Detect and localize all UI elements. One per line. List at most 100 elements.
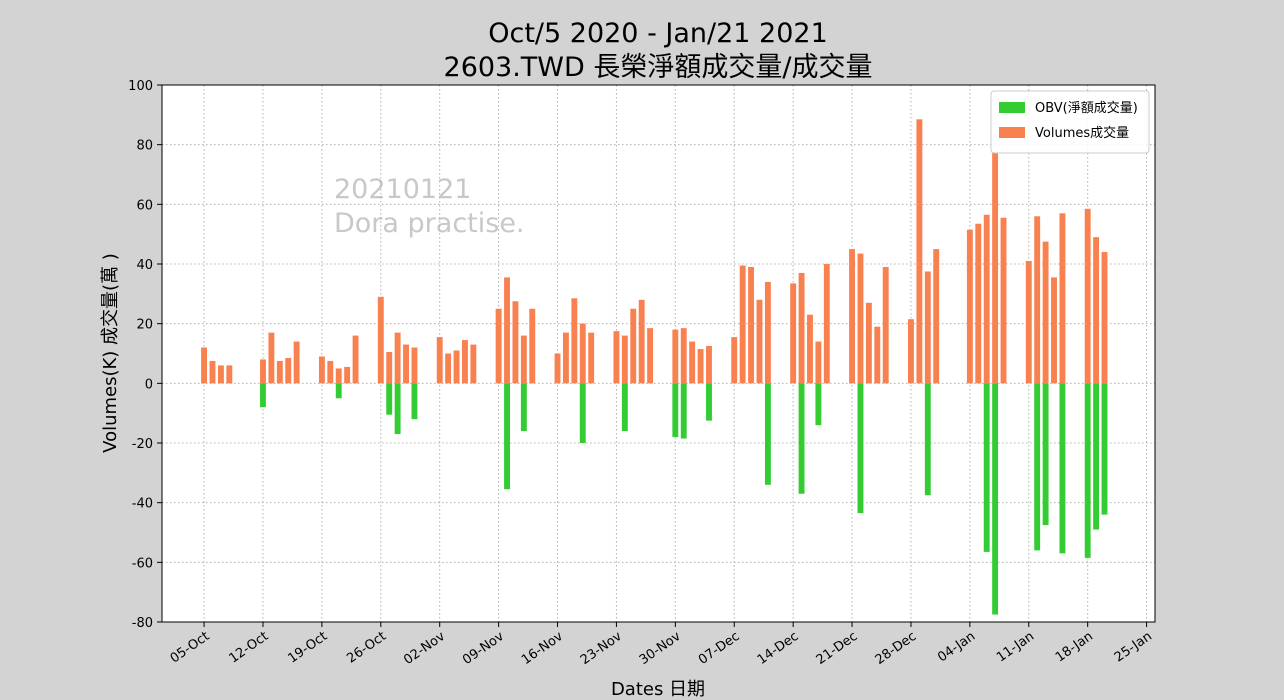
bar — [815, 383, 822, 426]
bar — [933, 249, 940, 384]
bar — [394, 383, 401, 435]
bar — [672, 383, 679, 438]
bar — [1059, 383, 1066, 554]
y-tick-label: 60 — [136, 198, 153, 213]
bar — [377, 296, 384, 384]
legend-label: OBV(淨額成交量) — [1035, 100, 1138, 116]
x-axis-label: Dates 日期 — [611, 679, 705, 700]
bar — [849, 249, 855, 384]
bar — [504, 277, 510, 384]
bar — [1051, 277, 1057, 384]
bar — [621, 383, 628, 432]
bar — [520, 383, 527, 432]
bar — [462, 340, 468, 384]
bar — [579, 323, 586, 384]
bar — [293, 341, 300, 384]
bar — [201, 347, 208, 384]
bar — [916, 119, 923, 384]
bar — [908, 319, 914, 384]
y-tick-label: 40 — [136, 258, 153, 273]
bar — [647, 328, 654, 384]
bar — [1034, 216, 1041, 384]
bar — [1000, 217, 1007, 384]
bar — [562, 332, 569, 384]
bar — [445, 353, 452, 384]
bar — [276, 360, 283, 384]
bar — [798, 272, 805, 384]
bar — [874, 326, 881, 384]
bar — [680, 383, 687, 439]
bar — [268, 332, 275, 384]
bar — [1059, 213, 1066, 384]
bar — [1101, 383, 1108, 515]
y-tick-label: 0 — [145, 377, 153, 392]
bar — [739, 265, 746, 384]
bar — [1093, 237, 1100, 384]
bar — [512, 301, 519, 384]
bar — [394, 332, 401, 384]
y-tick-label: -20 — [132, 437, 153, 452]
bar — [403, 344, 409, 384]
bar — [335, 368, 342, 384]
watermark: Dora practise. — [334, 208, 525, 239]
legend-label: Volumes成交量 — [1035, 125, 1129, 141]
bar — [731, 337, 738, 384]
bar — [798, 383, 805, 494]
bar — [992, 383, 999, 615]
chart-subtitle: 2603.TWD 長榮淨額成交量/成交量 — [444, 52, 873, 83]
bar — [318, 356, 325, 384]
bar — [217, 365, 224, 384]
bar — [689, 341, 696, 384]
bar — [1084, 208, 1091, 384]
bar — [613, 331, 620, 384]
bar — [680, 328, 687, 384]
bar — [823, 264, 830, 384]
bar — [285, 357, 292, 384]
bar — [764, 383, 771, 485]
bar — [983, 383, 990, 552]
bar — [504, 383, 510, 490]
y-tick-label: -40 — [132, 497, 153, 512]
bar — [453, 350, 460, 384]
bar — [764, 281, 771, 384]
y-tick-label: -80 — [132, 616, 153, 631]
bar — [436, 337, 443, 384]
bar — [352, 335, 359, 384]
bar — [924, 383, 931, 496]
bar — [1084, 383, 1091, 558]
bar — [1034, 383, 1041, 551]
y-axis-label: Volumes(K) 成交量(萬 ) — [100, 253, 121, 453]
bar — [1025, 261, 1032, 384]
bar — [638, 299, 645, 384]
bar — [815, 341, 822, 384]
bar — [335, 383, 342, 399]
bar — [1042, 383, 1049, 526]
bar — [411, 383, 418, 420]
bar — [260, 383, 266, 408]
bar — [344, 366, 351, 384]
legend-swatch — [999, 127, 1025, 138]
bar — [983, 214, 990, 384]
bar — [1042, 241, 1049, 384]
bar — [588, 332, 595, 384]
bar — [857, 253, 864, 384]
y-tick-label: 80 — [136, 139, 153, 154]
bar — [209, 360, 216, 384]
bar — [966, 229, 973, 384]
legend-swatch — [999, 102, 1025, 113]
bar — [672, 329, 679, 384]
bar — [260, 359, 266, 384]
y-tick-label: 100 — [128, 79, 153, 94]
bar — [697, 349, 704, 384]
bar — [226, 365, 233, 384]
bar — [470, 344, 477, 384]
bar — [529, 308, 536, 384]
bar — [865, 302, 872, 384]
y-tick-label: -60 — [132, 556, 153, 571]
bar — [411, 347, 418, 384]
bar — [621, 335, 628, 384]
bar — [975, 223, 982, 384]
bar — [571, 298, 578, 384]
bar — [748, 266, 755, 384]
